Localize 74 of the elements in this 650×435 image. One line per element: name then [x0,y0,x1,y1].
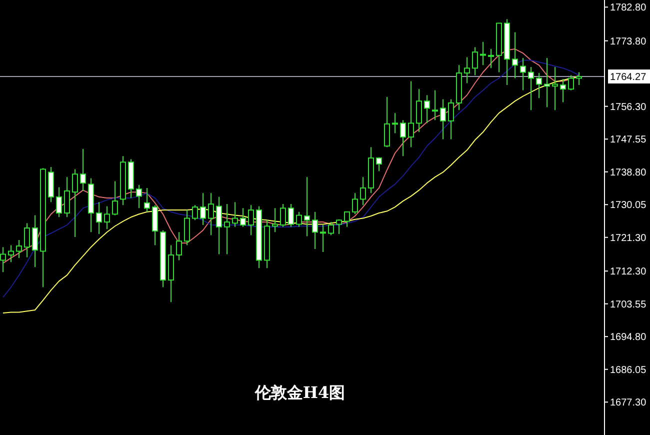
candlestick [240,208,246,228]
candlestick [336,218,342,234]
candlestick [472,46,478,76]
candlestick [176,232,182,261]
candlestick [576,72,582,86]
candlestick [184,210,190,246]
candlestick [0,246,6,273]
candlestick [24,222,30,258]
candlestick [520,58,526,91]
candlestick [512,32,518,79]
candlestick [352,192,358,215]
candlestick [216,196,222,255]
candlestick [328,222,334,236]
candlestick [424,94,430,124]
y-tick-label: 1730.05 [610,200,647,212]
candlestick [432,90,438,121]
candlestick [32,214,38,268]
candlestick [288,204,294,228]
candlestick [392,112,398,134]
y-tick-label: 1747.55 [610,134,647,146]
text: 伦敦金H4图 [254,383,346,402]
candlestick [408,80,414,148]
ref-line-label: 1764.27 [610,72,647,83]
candlestick [192,204,198,221]
candlestick [344,211,350,228]
candlestick [376,156,382,172]
candlestick [464,56,470,84]
y-tick-label: 1756.30 [610,102,647,113]
candlestick [272,208,278,233]
candlestick [480,41,486,66]
candlestick [552,66,558,111]
candlestick [136,184,142,209]
candlestick [360,176,366,206]
y-tick-label: 1782.80 [610,2,647,14]
candlestick [248,204,254,236]
candlestick [440,98,446,140]
candlestick [112,180,118,216]
candlestick [144,187,150,212]
candlestick [96,202,102,234]
candlestick [200,192,206,226]
candlestick [64,176,70,218]
candlestick [320,224,326,252]
candlestick [152,204,158,246]
candlestick [8,244,14,263]
y-tick-label: 1694.80 [610,332,647,344]
candlestick [304,176,310,237]
candlestick [72,168,78,238]
y-tick-label: 1677.30 [610,398,647,409]
candlestick [416,88,422,133]
candlestick [384,96,390,148]
candlestick [448,98,454,140]
candlestick [16,239,22,258]
candlestick [80,148,86,192]
y-tick-label: 1686.05 [610,364,647,376]
candlestick [56,186,62,218]
y-tick-label: 1721.30 [610,232,647,244]
y-tick-label: 1712.30 [610,266,647,278]
y-tick-label: 1703.55 [610,299,647,310]
candlestick [560,78,566,103]
candlestick [528,66,534,111]
y-tick-label: 1773.80 [610,36,647,48]
y-tick-label: 1738.80 [610,167,647,178]
candlestick [104,206,110,230]
candlestick [536,72,542,99]
candlestick [296,211,302,228]
candlestick [232,202,238,228]
candlestick [280,204,286,228]
candlestick [400,120,406,157]
candlestick [568,74,574,91]
candlestick [488,48,494,69]
candlestick [208,192,214,236]
candlestick [544,58,550,108]
candlestick [312,211,318,250]
candlestick [224,204,230,255]
